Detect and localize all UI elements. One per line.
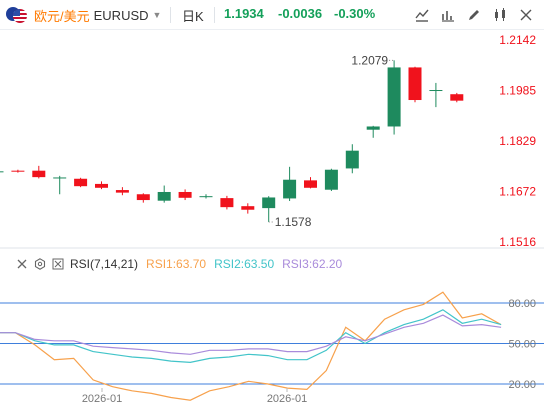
candle <box>11 169 25 173</box>
price-tick-label: 1.1829 <box>499 134 536 148</box>
candle <box>408 66 422 103</box>
candle <box>115 187 129 196</box>
candle-body <box>283 179 297 199</box>
rsi-pane: 80.00 50.00 20.00 <box>0 291 544 401</box>
candle <box>0 171 4 173</box>
candle <box>324 168 338 192</box>
candle <box>74 177 88 188</box>
time-axis: 2026-01 2026-01 <box>82 388 307 405</box>
fullscreen-icon[interactable] <box>516 5 536 25</box>
price-tick-label: 1.1516 <box>499 235 536 249</box>
time-tick-label: 2026-01 <box>82 393 122 405</box>
candle-body <box>241 206 255 210</box>
candle <box>136 193 150 203</box>
rsi1-value: RSI1:63.70 <box>146 257 207 271</box>
rsi2-value: RSI2:63.50 <box>214 257 275 271</box>
candlestick-series <box>0 60 464 222</box>
candle-body <box>304 180 317 188</box>
rsi3-value: RSI3:62.20 <box>282 257 343 271</box>
candle <box>262 196 276 222</box>
candle-body <box>429 90 443 92</box>
price-change: -0.0036 <box>278 6 323 21</box>
rsi-band-label: 20.00 <box>508 379 536 391</box>
price-change-percent: -0.30% <box>334 6 376 21</box>
eur-usd-flag-icon <box>6 7 28 23</box>
last-price: 1.1934 <box>224 6 264 21</box>
candle <box>345 144 359 174</box>
candle-style-icon[interactable] <box>490 5 510 25</box>
high-annotation: 1.2079 <box>351 53 388 67</box>
candle <box>429 82 443 108</box>
interval-selector[interactable]: 日K <box>182 9 204 24</box>
candle-body <box>0 171 4 173</box>
rsi-series-line-3 <box>0 314 502 355</box>
time-tick-label: 2026-01 <box>267 393 307 405</box>
candle-body <box>220 198 234 208</box>
candle <box>95 181 108 190</box>
candle <box>157 185 171 203</box>
candle-body <box>32 170 46 178</box>
candle-body <box>178 191 192 198</box>
candle-body <box>74 178 88 187</box>
candle-body <box>95 183 108 188</box>
candle-body <box>199 196 213 198</box>
candle <box>199 194 213 199</box>
candle <box>220 195 234 210</box>
candle <box>283 166 297 202</box>
candle <box>53 175 67 195</box>
header-divider <box>214 7 215 23</box>
price-axis: 1.2142 1.1985 1.1829 1.1672 1.1516 <box>499 33 536 249</box>
collapse-icon[interactable] <box>14 256 30 272</box>
candle-body <box>366 126 380 130</box>
rsi-series-line-1 <box>0 291 502 401</box>
indicator-icon[interactable] <box>438 5 458 25</box>
candle <box>450 92 464 103</box>
candle-body <box>115 190 129 193</box>
symbol-name: 欧元/美元 <box>34 8 90 24</box>
candle-body <box>387 67 401 127</box>
candle <box>304 177 317 189</box>
header-divider <box>170 7 171 23</box>
candle-body <box>262 197 276 209</box>
chart-toolbar <box>406 5 536 25</box>
rsi-series-line-2 <box>0 309 502 364</box>
candle-body <box>53 177 67 179</box>
rsi-band-label: 50.00 <box>508 339 536 351</box>
candle-body <box>345 150 359 169</box>
candle <box>366 125 380 138</box>
candle-body <box>324 169 338 190</box>
price-tick-label: 1.2142 <box>499 33 536 47</box>
chart-header: 欧元/美元 EURUSD ▼ 日K 1.1934 -0.0036 -0.30% <box>0 0 544 30</box>
rsi-legend: RSI(7,14,21) RSI1:63.70 RSI2:63.50 RSI3:… <box>14 256 342 272</box>
draw-pen-icon[interactable] <box>464 5 484 25</box>
candle <box>32 165 46 179</box>
chevron-down-icon: ▼ <box>152 10 162 20</box>
candle <box>178 189 192 201</box>
price-tick-label: 1.1672 <box>499 185 536 199</box>
candle <box>241 203 255 214</box>
candle-body <box>11 170 25 172</box>
candle-body <box>408 67 422 101</box>
line-tool-icon[interactable] <box>412 5 432 25</box>
candle-body <box>136 194 150 201</box>
candle-body <box>157 191 171 201</box>
candle-body <box>450 94 464 101</box>
rsi-title: RSI(7,14,21) <box>70 257 139 271</box>
candle <box>387 60 401 135</box>
settings-icon[interactable] <box>32 256 48 272</box>
rsi-band-label: 80.00 <box>508 298 536 310</box>
price-tick-label: 1.1985 <box>499 84 536 98</box>
symbol-selector[interactable]: 欧元/美元 EURUSD ▼ <box>6 6 161 24</box>
low-annotation: 1.1578 <box>275 215 312 229</box>
close-indicator-icon[interactable] <box>50 256 66 272</box>
symbol-code: EURUSD <box>93 7 149 23</box>
